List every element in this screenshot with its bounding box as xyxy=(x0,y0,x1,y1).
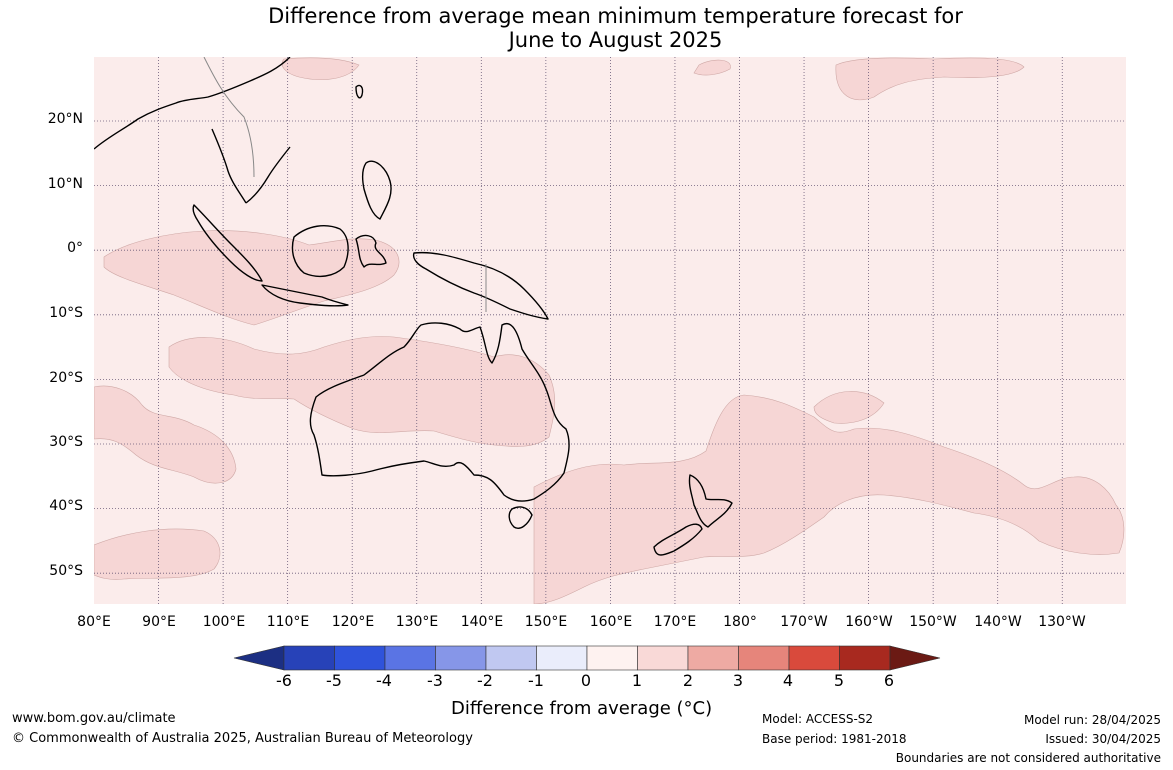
colorbar-segment xyxy=(435,645,487,671)
map-canvas xyxy=(94,57,1126,604)
colorbar-tick: 0 xyxy=(580,671,592,690)
colorbar-title: Difference from average (°C) xyxy=(451,698,713,719)
anomaly-region-north-pacific xyxy=(835,57,1025,101)
lon-label-160e: 160°E xyxy=(589,614,633,630)
colorbar-extend-high xyxy=(889,645,941,671)
colorbar-tick: -5 xyxy=(326,671,342,690)
tasmania-coastline xyxy=(508,506,533,529)
lon-label-150w: 150°W xyxy=(909,614,957,630)
anomaly-region-southwest xyxy=(94,528,221,580)
lon-label-140e: 140°E xyxy=(460,614,504,630)
lat-label-20s: 20°S xyxy=(49,370,83,386)
lon-label-170w: 170°W xyxy=(780,614,828,630)
australia-coastline xyxy=(309,322,570,502)
website-link[interactable]: www.bom.gov.au/climate xyxy=(12,711,176,726)
colorbar-tick: -2 xyxy=(477,671,493,690)
anomaly-region-australia xyxy=(168,336,556,447)
lon-label-100e: 100°E xyxy=(202,614,246,630)
land-borders xyxy=(203,57,487,312)
colorbar-tick: -6 xyxy=(276,671,292,690)
colorbar-segment xyxy=(687,645,739,671)
colorbar-tick: 2 xyxy=(682,671,694,690)
title-line-2: June to August 2025 xyxy=(508,28,723,52)
anomaly-region-tasman-east xyxy=(813,391,885,424)
lat-label-10s: 10°S xyxy=(49,305,83,321)
colorbar-tick: -1 xyxy=(528,671,544,690)
model-run-text: Model run: 28/04/2025 xyxy=(1023,713,1161,727)
disclaimer-text: Boundaries are not considered authoritat… xyxy=(895,751,1161,765)
colorbar-segment xyxy=(637,645,689,671)
colorbar-segment xyxy=(536,645,588,671)
anomaly-region-west-indian xyxy=(94,385,237,484)
lat-label-0: 0° xyxy=(67,240,83,256)
lon-label-160w: 160°W xyxy=(845,614,893,630)
lon-label-170e: 170°E xyxy=(653,614,697,630)
sumatra-coastline xyxy=(192,204,263,282)
colorbar-segment xyxy=(788,645,840,671)
asia-coastline xyxy=(94,57,291,204)
colorbar-tick: 4 xyxy=(782,671,794,690)
lat-label-40s: 40°S xyxy=(49,498,83,514)
borneo-coastline xyxy=(291,225,349,278)
new-guinea-coastline xyxy=(412,251,549,320)
border-indochina xyxy=(203,57,255,178)
colorbar xyxy=(233,645,941,671)
new-zealand-north-coastline xyxy=(688,474,733,528)
lon-label-140w: 140°W xyxy=(974,614,1022,630)
colorbar-tick: 1 xyxy=(631,671,643,690)
coastlines xyxy=(94,57,733,556)
colorbar-segment xyxy=(586,645,638,671)
colorbar-segment xyxy=(839,645,891,671)
lon-label-130e: 130°E xyxy=(395,614,439,630)
anomaly-regions xyxy=(94,57,1125,604)
lat-label-20n: 20°N xyxy=(47,111,83,127)
lat-label-50s: 50°S xyxy=(49,563,83,579)
colorbar-extend-low xyxy=(233,645,285,671)
colorbar-tick: 5 xyxy=(833,671,845,690)
colorbar-segment xyxy=(485,645,537,671)
anomaly-region-small-north xyxy=(693,59,731,76)
lon-label-110e: 110°E xyxy=(266,614,310,630)
philippines-coastline xyxy=(361,160,392,220)
lon-label-130w: 130°W xyxy=(1038,614,1086,630)
lon-label-150e: 150°E xyxy=(524,614,568,630)
colorbar-segment xyxy=(283,645,335,671)
java-coastline xyxy=(261,284,349,307)
lat-label-10n: 10°N xyxy=(47,176,83,192)
graticule xyxy=(94,57,1126,604)
forecast-map xyxy=(94,57,1126,604)
lat-label-30s: 30°S xyxy=(49,434,83,450)
lon-label-90e: 90°E xyxy=(142,614,176,630)
colorbar-tick: -3 xyxy=(427,671,443,690)
title-line-1: Difference from average mean minimum tem… xyxy=(268,4,963,28)
issued-text: Issued: 30/04/2025 xyxy=(1045,732,1161,746)
anomaly-region-north-central xyxy=(281,57,360,80)
taiwan-coastline xyxy=(355,84,364,99)
colorbar-segment xyxy=(738,645,790,671)
chart-title: Difference from average mean minimum tem… xyxy=(0,4,1173,52)
colorbar-segment xyxy=(334,645,386,671)
colorbar-tick: -4 xyxy=(376,671,392,690)
colorbar-tick: 3 xyxy=(732,671,744,690)
lon-label-80e: 80°E xyxy=(77,614,111,630)
lon-label-120e: 120°E xyxy=(331,614,375,630)
model-text: Model: ACCESS-S2 xyxy=(762,712,874,726)
anomaly-region-south-pacific xyxy=(533,394,1125,604)
sulawesi-coastline xyxy=(355,234,387,268)
copyright-text: © Commonwealth of Australia 2025, Austra… xyxy=(12,731,473,746)
new-zealand-south-coastline xyxy=(653,523,703,556)
lon-label-180: 180° xyxy=(723,614,757,630)
colorbar-tick: 6 xyxy=(883,671,895,690)
colorbar-segment xyxy=(384,645,436,671)
base-period-text: Base period: 1981-2018 xyxy=(762,732,907,746)
